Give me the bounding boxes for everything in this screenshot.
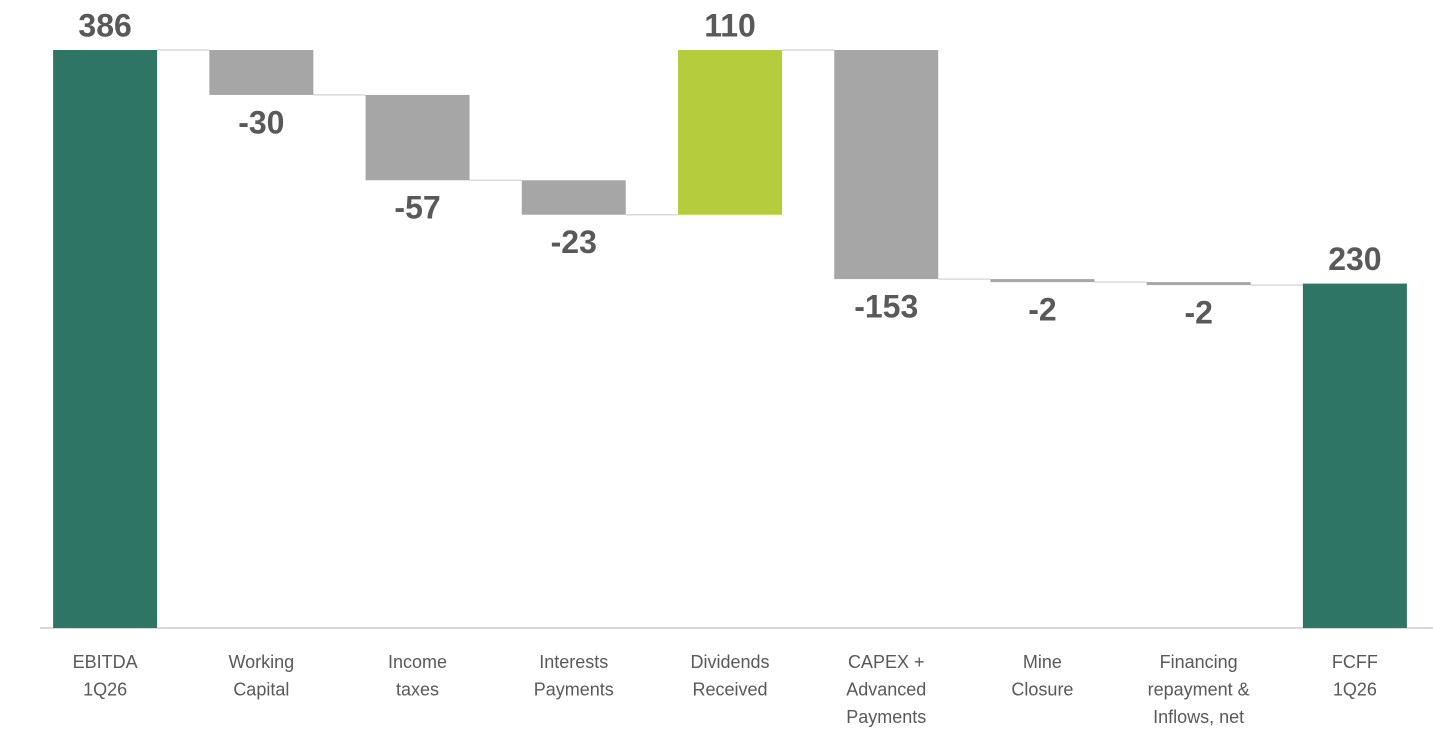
bar [521,180,626,215]
bar [990,279,1095,283]
x-tick-label: Inflows, net [1153,707,1244,727]
x-tick-label: 1Q26 [83,679,127,699]
x-tick-label: EBITDA [73,652,138,672]
x-tick-label: Advanced [846,679,926,699]
x-tick-label: Payments [534,679,614,699]
x-tick-label: taxes [396,679,439,699]
x-tick-label: Income [388,652,447,672]
value-label: 230 [1328,241,1381,277]
bar [1302,283,1407,628]
x-tick-label: Financing [1160,652,1238,672]
x-tick-label: Interests [539,652,608,672]
x-tick-label: Closure [1011,679,1073,699]
x-tick-label: 1Q26 [1333,679,1377,699]
x-tick-label: Capital [233,679,289,699]
value-label: -30 [238,104,284,140]
bar [678,50,782,215]
x-tick-label: CAPEX + [848,652,925,672]
bar [209,50,314,95]
value-label: -23 [551,224,597,260]
x-tick-label: FCFF [1332,652,1378,672]
value-label: -2 [1184,295,1212,331]
bar [53,50,158,628]
x-tick-label: Working [228,652,294,672]
value-label: 110 [704,7,756,43]
bar [1146,282,1251,286]
value-label: -153 [854,289,918,325]
value-label: -57 [394,190,440,226]
x-tick-label: Payments [846,707,926,727]
x-tick-label: Dividends [690,652,769,672]
value-label: -2 [1028,292,1056,328]
bar [834,50,939,280]
x-tick-label: Mine [1023,652,1062,672]
x-tick-label: repayment & [1148,679,1250,699]
value-label: 386 [78,7,131,43]
x-tick-label: Received [692,679,767,699]
bar [365,94,470,181]
